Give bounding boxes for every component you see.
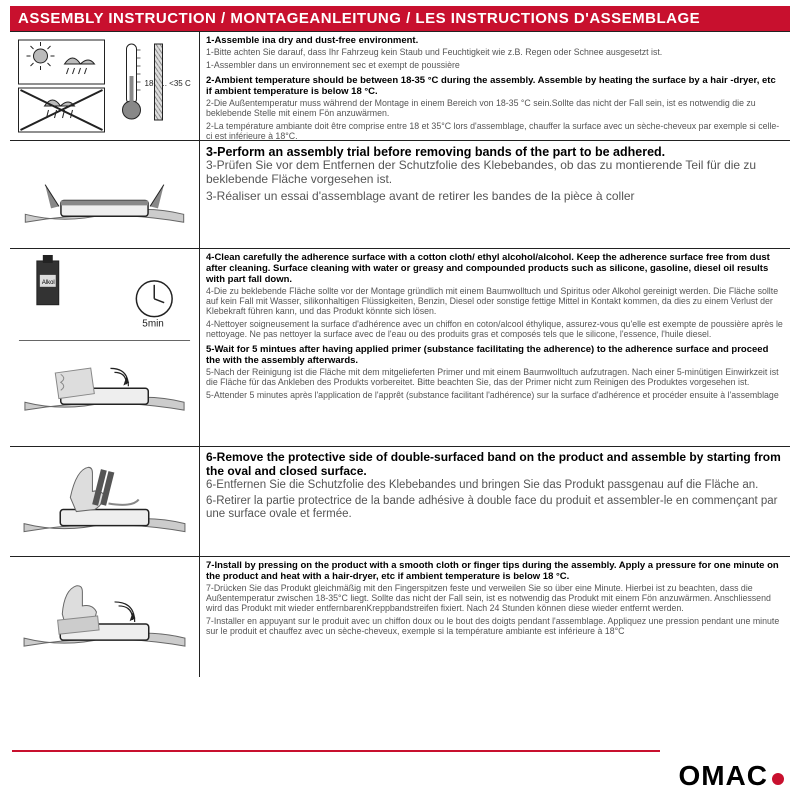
step-7-fr: 7-Installer en appuyant sur le produit a…	[206, 616, 784, 636]
illustration-4	[10, 447, 200, 556]
step-3-en: 3-Perform an assembly trial before remov…	[206, 145, 784, 159]
step-5-de: 5-Nach der Reinigung ist die Fläche mit …	[206, 367, 784, 387]
illustration-3: Alkol 5min	[10, 249, 200, 446]
step-4-en: 4-Clean carefully the adherence surface …	[206, 253, 784, 286]
svg-text:18< ... <35 C: 18< ... <35 C	[145, 79, 191, 88]
step-4-5-text: 4-Clean carefully the adherence surface …	[200, 249, 790, 446]
step-6-text: 6-Remove the protective side of double-s…	[200, 447, 790, 556]
step-5-en: 5-Wait for 5 mintues after having applie…	[206, 345, 784, 367]
step-row-2: 3-Perform an assembly trial before remov…	[10, 141, 790, 249]
step-3-fr: 3-Réaliser un essai d'assemblage avant d…	[206, 190, 784, 204]
step-5-fr: 5-Attender 5 minutes après l'application…	[206, 390, 784, 400]
step-7-en: 7-Install by pressing on the product wit…	[206, 561, 784, 583]
step-3-text: 3-Perform an assembly trial before remov…	[200, 141, 790, 248]
step-3-de: 3-Prüfen Sie vor dem Entfernen der Schut…	[206, 159, 784, 187]
header-title: ASSEMBLY INSTRUCTION / MONTAGEANLEITUNG …	[10, 6, 790, 31]
step-7-text: 7-Install by pressing on the product wit…	[200, 557, 790, 677]
step-4-fr: 4-Nettoyer soigneusement la surface d'ad…	[206, 319, 784, 339]
step-7-de: 7-Drücken Sie das Produkt gleichmäßig mi…	[206, 583, 784, 613]
step-1-fr: 1-Assembler dans un environnement sec et…	[206, 60, 784, 70]
step-row-1: 18< ... <35 C 1-Assemble ina dry and dus…	[10, 31, 790, 141]
brand-logo-text: OMAC	[678, 760, 768, 792]
step-row-5: 7-Install by pressing on the product wit…	[10, 557, 790, 677]
assembly-instruction-sheet: ASSEMBLY INSTRUCTION / MONTAGEANLEITUNG …	[0, 0, 800, 800]
illustration-5	[10, 557, 200, 677]
step-6-fr: 6-Retirer la partie protectrice de la ba…	[206, 495, 784, 521]
step-row-3: Alkol 5min	[10, 249, 790, 447]
svg-text:Alkol: Alkol	[42, 280, 55, 286]
steps-container: 18< ... <35 C 1-Assemble ina dry and dus…	[10, 31, 790, 677]
step-6-de: 6-Entfernen Sie die Schutzfolie des Kleb…	[206, 479, 784, 492]
step-1-en: 1-Assemble ina dry and dust-free environ…	[206, 36, 784, 47]
step-2-fr: 2-La température ambiante doit être comp…	[206, 121, 784, 141]
step-2-de: 2-Die Außentemperatur muss während der M…	[206, 98, 784, 118]
step-1-de: 1-Bitte achten Sie darauf, dass Ihr Fahr…	[206, 47, 784, 57]
illustration-2	[10, 141, 200, 248]
footer-redline	[12, 750, 660, 752]
brand-logo: OMAC	[678, 760, 784, 792]
step-1-2-text: 1-Assemble ina dry and dust-free environ…	[200, 32, 790, 140]
step-6-en: 6-Remove the protective side of double-s…	[206, 451, 784, 479]
svg-text:5min: 5min	[142, 319, 164, 330]
step-2-en: 2-Ambient temperature should be between …	[206, 76, 784, 98]
brand-logo-dot	[772, 773, 784, 785]
illustration-1: 18< ... <35 C	[10, 32, 200, 140]
step-row-4: 6-Remove the protective side of double-s…	[10, 447, 790, 557]
step-4-de: 4-Die zu beklebende Fläche sollte vor de…	[206, 286, 784, 316]
